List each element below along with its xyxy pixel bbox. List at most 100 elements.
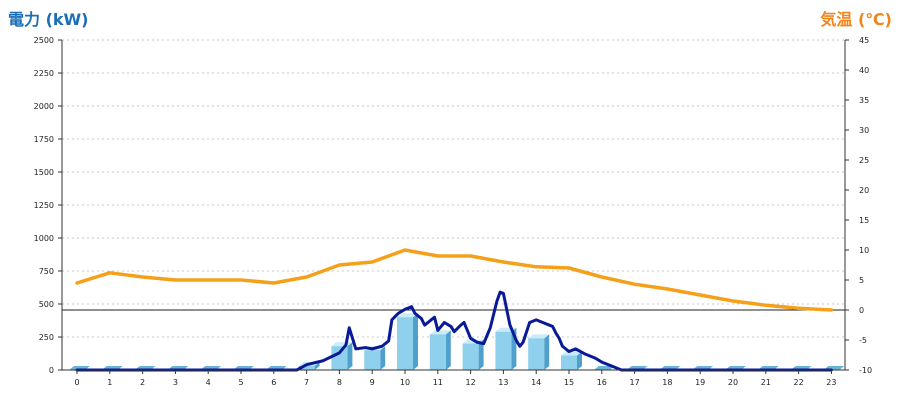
temperature-point: [535, 266, 537, 268]
x-tick-label: 6: [271, 378, 276, 387]
power-point: [594, 357, 596, 359]
power-point: [421, 318, 422, 319]
power-point: [355, 348, 357, 350]
power-point: [404, 308, 406, 310]
temperature-point: [371, 261, 373, 263]
power-point: [529, 322, 531, 323]
right-tick-label: 40: [859, 66, 869, 75]
power-point: [542, 322, 544, 323]
power-point: [414, 312, 416, 314]
power-bar-front: [331, 346, 348, 370]
temperature-point: [437, 255, 439, 257]
power-point: [568, 351, 570, 352]
temperature-line: [75, 248, 834, 312]
power-point: [503, 293, 504, 294]
power-point: [388, 340, 389, 342]
power-point: [407, 307, 409, 309]
power-point: [430, 319, 432, 321]
power-bar: [495, 327, 517, 370]
temperature-point: [470, 255, 472, 257]
left-tick-label: 1750: [34, 135, 54, 144]
power-point: [453, 331, 455, 333]
temperature-point: [109, 272, 111, 274]
power-point: [460, 324, 462, 326]
x-tick-label: 16: [597, 378, 607, 387]
power-bar-front: [298, 366, 315, 370]
power-bar: [364, 346, 386, 370]
power-bar-top: [561, 351, 582, 356]
power-point: [555, 332, 557, 334]
power-bar-front: [462, 343, 479, 370]
power-point: [519, 345, 521, 347]
temperature-point: [174, 279, 176, 281]
power-point: [443, 322, 445, 323]
right-tick-label: 5: [859, 276, 864, 285]
power-point: [434, 316, 435, 318]
power-bar-front: [561, 355, 577, 370]
right-tick-label: 0: [859, 306, 864, 315]
power-point: [552, 326, 553, 327]
left-axis-title: 電力 (kW): [8, 10, 89, 29]
x-tick-label: 9: [370, 378, 375, 387]
x-tick-label: 7: [304, 378, 309, 387]
left-tick-label: 750: [39, 267, 54, 276]
power-point: [562, 345, 563, 347]
bar-layer: [69, 313, 845, 370]
temperature-point: [306, 276, 308, 278]
power-point: [483, 343, 485, 344]
temperature-point: [601, 276, 603, 278]
right-tick-label: 35: [859, 96, 869, 105]
x-tick-label: 18: [662, 378, 672, 387]
temperature-point: [207, 279, 209, 281]
power-point: [509, 324, 511, 326]
temperature-point: [76, 282, 78, 284]
x-tick-label: 3: [173, 378, 178, 387]
right-tick-label: 20: [859, 186, 869, 195]
right-tick-label: 10: [859, 246, 869, 255]
x-tick-label: 14: [531, 378, 541, 387]
temperature-point: [765, 304, 767, 306]
power-point: [371, 348, 373, 350]
power-point: [470, 337, 471, 339]
left-tick-label: 2250: [34, 69, 54, 78]
temperature-point: [634, 283, 636, 285]
temperature-point: [142, 276, 144, 278]
temperature-point: [273, 282, 275, 284]
power-bar-side: [314, 362, 320, 370]
axis-layer: 02505007501000125015001750200022502500-1…: [34, 36, 872, 387]
power-point: [522, 341, 524, 343]
temperature-point: [568, 267, 570, 269]
x-tick-label: 23: [826, 378, 836, 387]
right-tick-label: 25: [859, 156, 869, 165]
right-tick-label: -10: [859, 366, 872, 375]
power-point: [450, 326, 452, 327]
x-tick-label: 0: [74, 378, 79, 387]
power-bar-front: [364, 350, 381, 370]
power-bar-top: [528, 334, 550, 339]
temperature-point: [699, 294, 701, 296]
power-bar-side: [478, 339, 484, 370]
left-tick-label: 1000: [34, 234, 54, 243]
power-bar-side: [347, 342, 353, 370]
power-point: [381, 345, 383, 347]
temperature-point: [240, 279, 242, 281]
power-bar: [561, 351, 582, 370]
power-point: [437, 330, 439, 331]
x-tick-label: 12: [466, 378, 476, 387]
left-tick-label: 1500: [34, 168, 54, 177]
x-tick-label: 15: [564, 378, 574, 387]
power-point: [499, 291, 501, 293]
power-bar: [528, 334, 550, 370]
right-tick-label: -5: [859, 336, 867, 345]
right-tick-label: 45: [859, 36, 869, 45]
x-tick-label: 8: [337, 378, 342, 387]
power-bar-side: [577, 351, 582, 370]
power-point: [365, 347, 367, 348]
temperature-point: [666, 288, 668, 290]
x-tick-label: 21: [761, 378, 771, 387]
power-bar-top: [397, 313, 418, 318]
power-point: [345, 344, 347, 346]
left-tick-label: 0: [49, 366, 54, 375]
power-bar-zero: [593, 366, 615, 370]
